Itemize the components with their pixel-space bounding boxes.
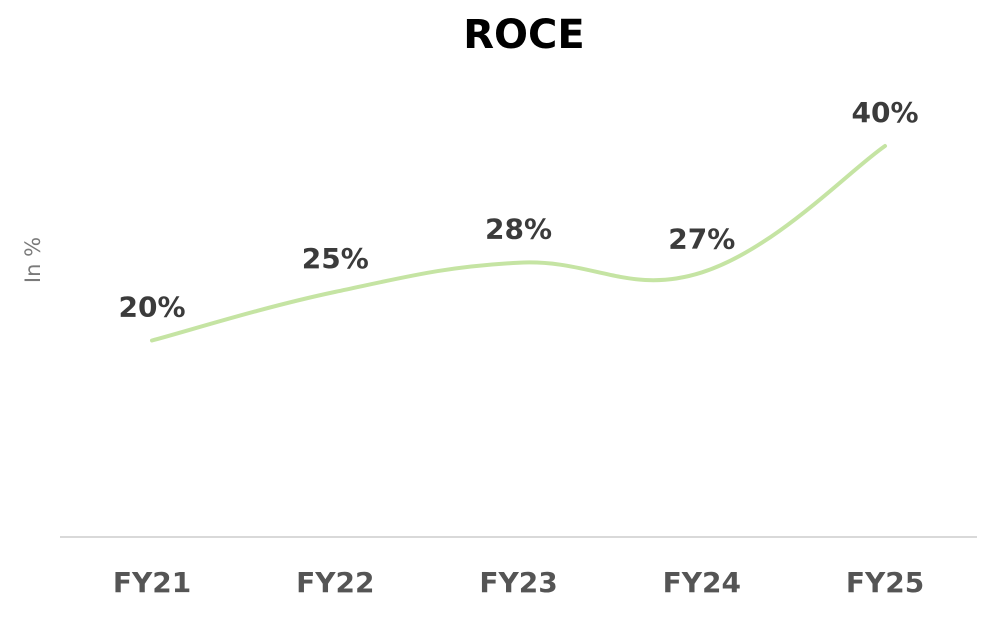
series-group: 20% 25% 28% 27% 40%	[118, 96, 919, 343]
series-line	[150, 144, 887, 343]
x-tick-label-fy25: FY25	[846, 566, 924, 599]
data-label-fy25: 40%	[851, 96, 918, 129]
x-tick-labels: FY21 FY22 FY23 FY24 FY25	[113, 566, 924, 599]
data-label-fy24: 27%	[668, 222, 735, 255]
x-tick-label-fy24: FY24	[663, 566, 741, 599]
x-tick-label-fy21: FY21	[113, 566, 191, 599]
x-tick-label-fy22: FY22	[296, 566, 374, 599]
chart-title: ROCE	[463, 12, 584, 58]
data-label-fy23: 28%	[485, 213, 552, 246]
x-tick-label-fy23: FY23	[479, 566, 557, 599]
data-label-fy22: 25%	[302, 242, 369, 275]
data-label-fy21: 20%	[118, 291, 185, 324]
y-axis-label: In %	[21, 237, 45, 283]
